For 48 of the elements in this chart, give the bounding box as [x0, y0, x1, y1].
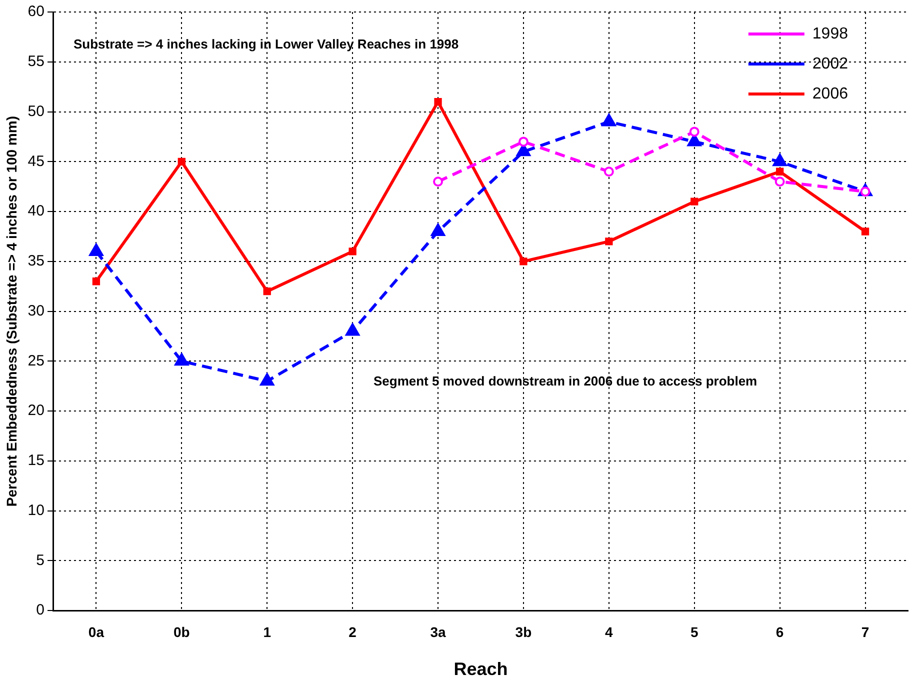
legend-label: 2006	[812, 85, 848, 102]
y-tick-label: 20	[28, 402, 44, 420]
y-tick-label: 0	[36, 602, 44, 619]
point	[92, 278, 100, 286]
point	[174, 353, 189, 366]
point	[861, 228, 870, 236]
y-tick-label: 25	[28, 352, 44, 370]
y-tick-label: 55	[28, 53, 44, 70]
point	[263, 288, 271, 296]
x-tick-label: 3a	[430, 624, 446, 640]
y-tick-label: 5	[36, 552, 44, 569]
point	[518, 136, 528, 147]
point	[346, 323, 360, 336]
point	[520, 258, 528, 266]
point	[433, 176, 444, 187]
y-tick-label: 10	[28, 502, 44, 519]
point	[774, 176, 785, 187]
x-tick-label: 0a	[88, 624, 104, 640]
y-tick-label: 50	[28, 102, 44, 120]
point	[605, 238, 613, 246]
point	[776, 168, 784, 176]
point	[348, 248, 356, 256]
y-axis-title: Percent Embeddedness (Substrate => 4 inches or 100 mm)	[3, 116, 20, 507]
x-tick-label: 2	[348, 624, 357, 640]
y-tick-label: 40	[28, 202, 44, 220]
y-tick-label: 30	[28, 302, 44, 320]
point	[434, 98, 442, 106]
point	[89, 243, 104, 256]
point	[604, 166, 614, 177]
x-tick-label: 1	[263, 624, 272, 640]
point	[689, 126, 700, 137]
x-tick-label: 6	[776, 624, 784, 640]
y-tick-label: 15	[28, 452, 44, 470]
legend-label: 1998	[812, 25, 848, 42]
x-tick-label: 5	[690, 624, 698, 640]
annotation: Substrate => 4 inches lacking in Lower Valley Reaches in 1998	[73, 36, 459, 52]
x-axis-title: Reach	[454, 659, 508, 680]
y-tick-label: 45	[28, 152, 44, 170]
legend-label: 2002	[812, 55, 848, 72]
point	[690, 198, 698, 206]
x-tick-label: 0b	[173, 624, 190, 640]
x-tick-label: 3b	[515, 624, 532, 640]
y-tick-label: 35	[28, 252, 44, 270]
point	[178, 158, 186, 166]
point	[260, 373, 274, 386]
y-tick-label: 60	[28, 3, 44, 20]
x-tick-label: 7	[861, 624, 870, 640]
x-tick-label: 4	[605, 624, 614, 640]
